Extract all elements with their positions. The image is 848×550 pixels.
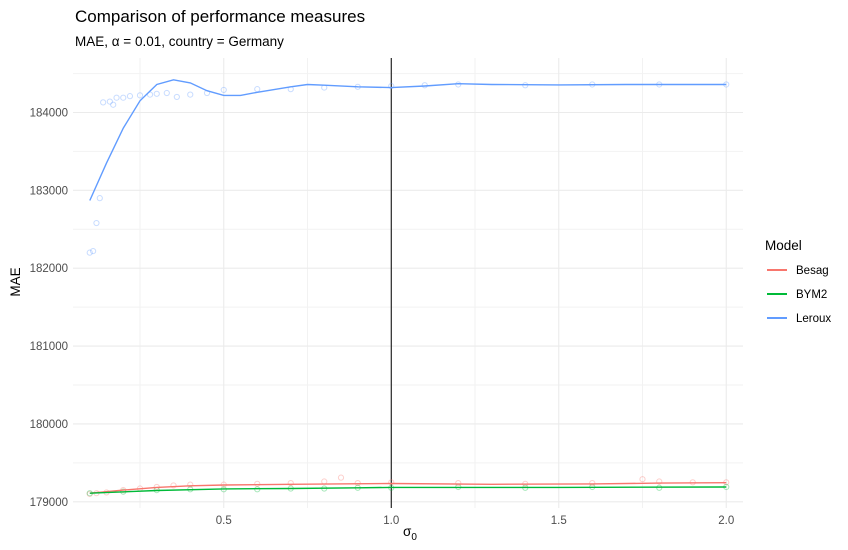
besag-point (187, 481, 194, 488)
leroux-point (120, 94, 127, 101)
y-tick-label: 179000 (30, 497, 68, 509)
besag-legend-label: Besag (796, 265, 829, 277)
x-axis-ticks: 0.5 1.0 1.5 2.0 (216, 515, 735, 527)
leroux-point (163, 89, 170, 97)
besag-point (639, 476, 646, 483)
y-tick-label: 181000 (30, 341, 68, 353)
bym2-legend-label: BYM2 (796, 289, 827, 301)
leroux-point (100, 99, 107, 106)
leroux-point (126, 93, 134, 100)
y-tick-label: 184000 (30, 107, 68, 119)
legend-title: Model (765, 238, 802, 253)
besag-point (337, 474, 345, 481)
leroux-point (254, 86, 261, 93)
x-tick-label: 1.5 (551, 515, 567, 527)
leroux-point (86, 249, 93, 256)
leroux-point (153, 90, 160, 97)
chart-title: Comparison of performance measures (75, 7, 365, 26)
besag-point (388, 479, 395, 486)
leroux-point (220, 86, 227, 94)
x-axis-title: σ0 (403, 524, 417, 543)
leroux-point (110, 101, 117, 108)
besag-point (455, 479, 462, 487)
smooth-lines (89, 79, 727, 494)
legend: Model Besag BYM2 Leroux (765, 238, 831, 325)
besag-point (287, 479, 294, 487)
besag-line (89, 482, 727, 494)
bym2-line (89, 486, 727, 494)
chart-subtitle: MAE, α = 0.01, country = Germany (75, 34, 284, 49)
y-tick-label: 182000 (30, 263, 68, 275)
besag-point (656, 478, 663, 485)
grid-lines (73, 58, 743, 508)
x-tick-label: 1.0 (383, 515, 399, 527)
besag-point (254, 480, 261, 487)
besag-point (589, 479, 596, 487)
besag-point (86, 490, 93, 498)
y-tick-label: 183000 (30, 185, 68, 197)
y-axis-ticks: 179000 180000 181000 182000 183000 184000 (30, 107, 68, 508)
data-points (86, 81, 730, 498)
besag-point (170, 482, 177, 489)
x-tick-label: 2.0 (718, 515, 734, 527)
leroux-point (388, 82, 395, 90)
leroux-legend-label: Leroux (796, 313, 831, 325)
leroux-point (96, 195, 103, 202)
leroux-point (136, 92, 144, 99)
x-axis-title-main: σ (403, 524, 412, 539)
leroux-point (93, 219, 100, 227)
x-axis-title-sub: 0 (411, 532, 417, 543)
leroux-point (113, 94, 120, 101)
leroux-point (173, 93, 180, 101)
x-tick-label: 0.5 (216, 515, 232, 527)
leroux-point (187, 91, 194, 98)
y-axis-title: MAE (8, 267, 23, 296)
leroux-point (106, 98, 113, 105)
leroux-line (89, 79, 727, 201)
y-tick-label: 180000 (30, 419, 68, 431)
leroux-point (90, 247, 97, 255)
